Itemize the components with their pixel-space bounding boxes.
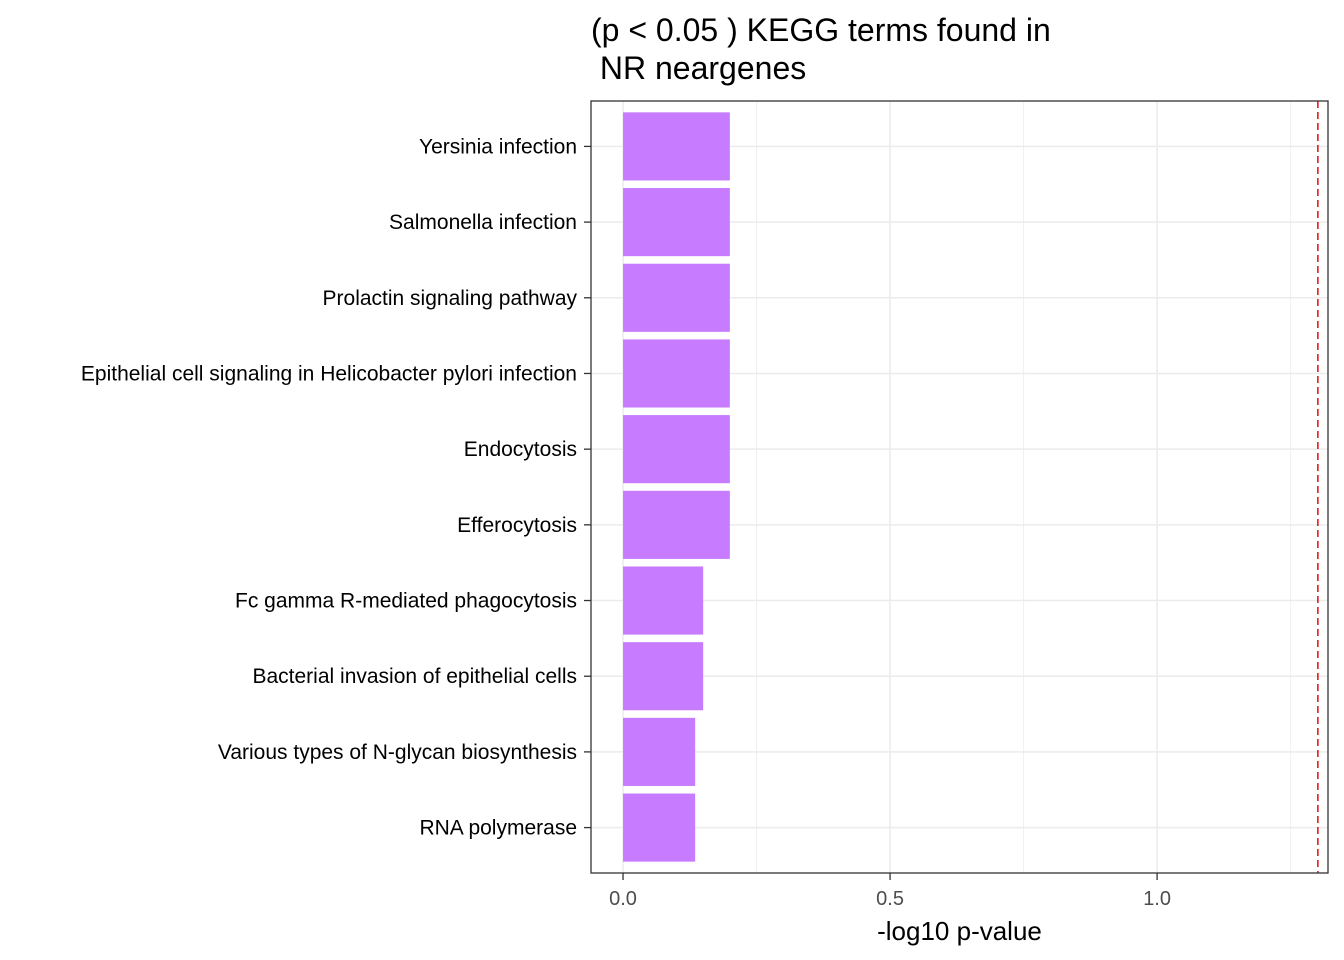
x-axis: 0.0 0.5 1.0 [609,873,1171,910]
bar [623,415,730,484]
y-tick-label: Efferocytosis [457,514,577,537]
chart-title-line-2: NR neargenes [591,50,806,86]
y-tick-label: Various types of N-glycan biosynthesis [218,741,577,764]
bar [623,717,696,786]
bar [623,793,696,862]
x-tick-label: 1.0 [1143,888,1171,910]
grid-minor [756,101,1292,873]
chart-title: (p < 0.05 ) KEGG terms found in NR nearg… [591,12,1051,86]
bar [623,263,730,332]
y-tick-label: Epithelial cell signaling in Helicobacte… [81,362,577,385]
panel-border [590,100,1329,874]
y-axis: Yersinia infection Salmonella infection Pr… [81,135,591,840]
bar [623,188,730,257]
y-tick-label: Fc gamma R-mediated phagocytosis [235,590,577,613]
y-tick-label: Bacterial invasion of epithelial cells [252,665,577,688]
y-tick-label: Prolactin signaling pathway [323,287,578,310]
x-tick-label: 0.0 [609,888,637,910]
bar [623,642,704,711]
y-tick-label: RNA polymerase [419,817,577,840]
bar [623,112,730,181]
chart-title-line-1: (p < 0.05 ) KEGG terms found in [591,12,1051,48]
y-tick-label: Yersinia infection [419,135,577,158]
bar [623,566,704,635]
y-tick-label: Salmonella infection [389,211,577,234]
x-tick-label: 0.5 [876,888,904,910]
bars [623,112,730,862]
bar [623,490,730,559]
bar [623,339,730,408]
y-tick-label: Endocytosis [464,438,577,461]
x-axis-title: -log10 p-value [877,916,1042,946]
